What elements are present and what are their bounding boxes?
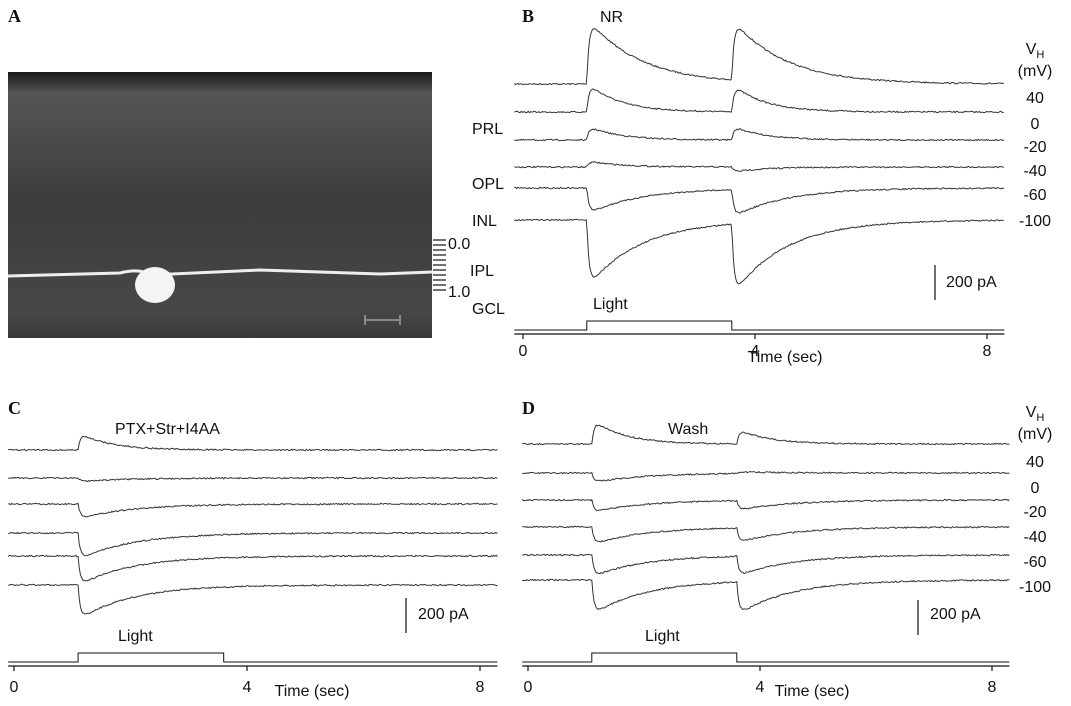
- stimulus-label: Light: [645, 628, 680, 645]
- current-trace: [522, 470, 1010, 482]
- vh-unit: (mV): [1018, 63, 1053, 80]
- layer-label: OPL: [472, 176, 504, 193]
- holding-label: -40: [1023, 163, 1046, 180]
- stimulus-trace: [514, 320, 1005, 331]
- panel-label: C: [8, 398, 21, 418]
- depth-ticks: [433, 239, 446, 291]
- layer-label: INL: [472, 213, 497, 230]
- scale-label: 200 pA: [930, 606, 981, 623]
- layer-label: PRL: [472, 121, 503, 138]
- scale-bar: [364, 315, 401, 325]
- vh-sub: H: [1036, 412, 1044, 424]
- vh-unit: (mV): [1018, 426, 1053, 443]
- x-tick-label: 8: [983, 343, 992, 360]
- current-trace: [514, 88, 1004, 114]
- stimulus-trace: [522, 652, 1010, 663]
- holding-label: -60: [1023, 187, 1046, 204]
- panel-label: B: [522, 6, 534, 26]
- depth-label: 1.0: [448, 284, 470, 301]
- soma: [135, 267, 175, 303]
- current-trace: [7, 554, 498, 582]
- current-trace: [522, 553, 1010, 575]
- x-tick-label: 0: [519, 343, 528, 360]
- panel-title: PTX+Str+I4AA: [115, 421, 220, 438]
- holding-label: -20: [1023, 504, 1046, 521]
- dendrites: [7, 268, 433, 278]
- current-trace: [7, 502, 498, 518]
- panel-label: A: [8, 6, 21, 26]
- vh-header: VH: [1026, 41, 1045, 61]
- panel-title: NR: [600, 9, 623, 26]
- current-trace: [8, 583, 498, 615]
- micrograph: [7, 72, 433, 338]
- layer-label: IPL: [470, 263, 494, 280]
- holding-label: -100: [1019, 579, 1051, 596]
- x-axis-label: Time (sec): [775, 683, 850, 700]
- x-tick-label: 8: [476, 679, 485, 696]
- vh-header: VH: [1026, 404, 1045, 424]
- stimulus-label: Light: [593, 296, 628, 313]
- x-tick-label: 4: [243, 679, 252, 696]
- current-trace: [8, 476, 498, 483]
- current-trace: [521, 498, 1010, 512]
- vh-sub: H: [1036, 49, 1044, 61]
- current-trace: [8, 435, 498, 452]
- x-tick-label: 4: [756, 679, 765, 696]
- holding-label: -20: [1023, 139, 1046, 156]
- scale-label: 200 pA: [946, 274, 997, 291]
- current-trace: [514, 128, 1004, 142]
- current-trace: [8, 531, 498, 557]
- holding-label: -40: [1023, 529, 1046, 546]
- x-tick-label: 0: [10, 679, 19, 696]
- stimulus-label: Light: [118, 628, 153, 645]
- vh-symbol: V: [1026, 404, 1037, 421]
- holding-label: -100: [1019, 213, 1051, 230]
- x-tick-label: 8: [988, 679, 997, 696]
- x-tick-label: 4: [751, 343, 760, 360]
- x-axis-label: Time (sec): [748, 349, 823, 366]
- holding-label: 0: [1031, 480, 1040, 497]
- holding-label: 40: [1026, 90, 1044, 107]
- current-trace: [513, 28, 1004, 86]
- vh-symbol: V: [1026, 41, 1037, 58]
- current-trace: [514, 218, 1005, 285]
- panel-label: D: [522, 398, 535, 418]
- current-trace: [522, 424, 1010, 446]
- panel-title: Wash: [668, 421, 708, 438]
- x-tick-label: 0: [524, 679, 533, 696]
- holding-label: 0: [1031, 116, 1040, 133]
- layer-label: GCL: [472, 301, 505, 318]
- current-trace: [522, 525, 1010, 543]
- holding-label: -60: [1023, 554, 1046, 571]
- holding-label: 40: [1026, 454, 1044, 471]
- x-axis-label: Time (sec): [275, 683, 350, 700]
- stimulus-trace: [8, 652, 498, 663]
- tissue: [8, 72, 432, 338]
- depth-label: 0.0: [448, 236, 470, 253]
- current-trace: [522, 578, 1010, 610]
- current-trace: [514, 186, 1005, 214]
- scale-label: 200 pA: [418, 606, 469, 623]
- current-trace: [514, 161, 1004, 172]
